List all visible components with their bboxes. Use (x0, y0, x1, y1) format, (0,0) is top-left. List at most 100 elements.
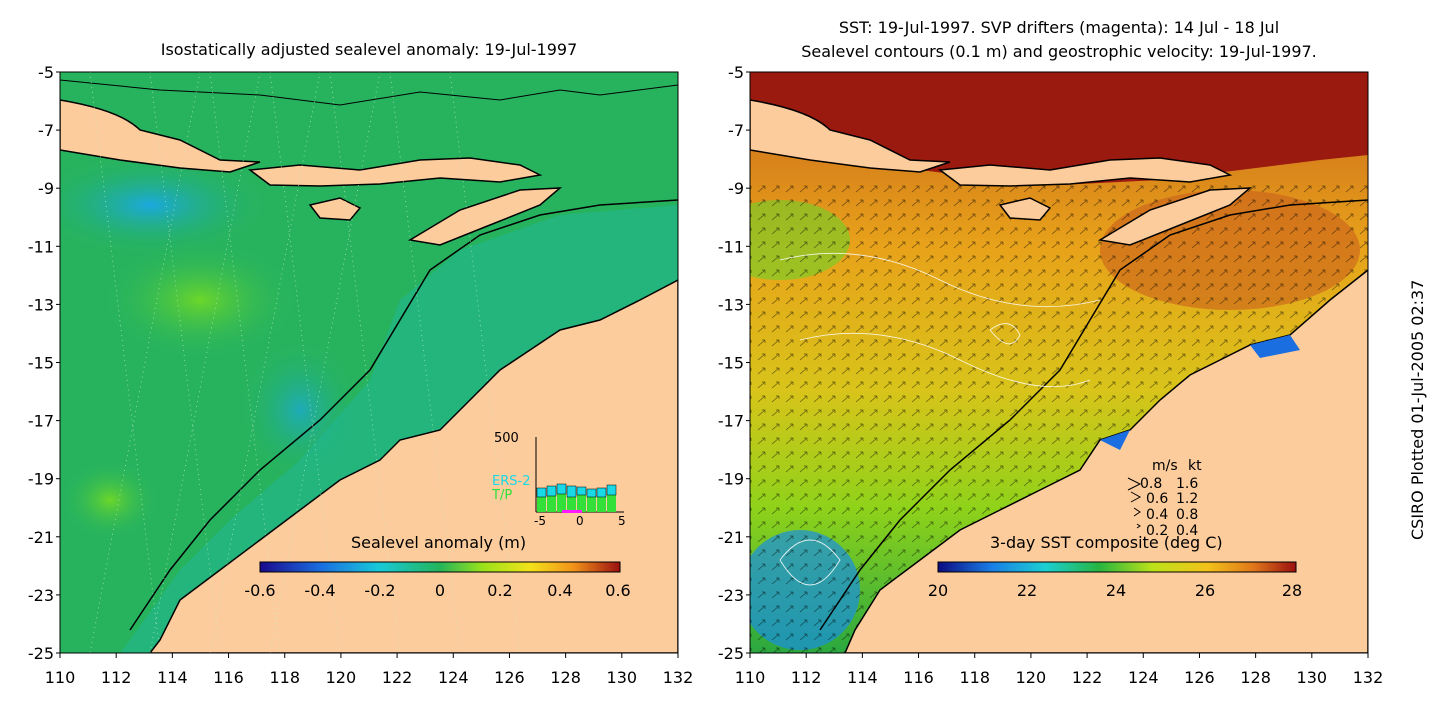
tp-bar (607, 495, 616, 512)
track-count-inset: 500 ERS-2 T/P -5 0 5 (491, 431, 626, 528)
longitude-tick-label: 132 (663, 668, 694, 687)
velocity-key-header-ms: m/s (1152, 458, 1178, 474)
sst-colorbar-tick: 26 (1195, 581, 1215, 600)
longitude-tick-label: 112 (791, 668, 822, 687)
latitude-tick-label: -23 (718, 586, 744, 605)
sla-map-panel (60, 72, 678, 653)
sst-colorbar-tick: 24 (1106, 581, 1126, 600)
flores-sea-coast (60, 72, 678, 106)
sla-low-anomaly-patch (60, 155, 270, 255)
tp-bar (547, 496, 556, 512)
sealevel-contours (779, 252, 1101, 586)
velocity-key-ms: 0.2 (1146, 523, 1168, 539)
latitude-tick-label: -15 (718, 354, 744, 373)
australia-landmass (149, 279, 678, 653)
inset-x-tick: 5 (618, 514, 626, 528)
lesser-sunda-islands (248, 157, 543, 187)
ers2-bar (556, 483, 567, 495)
velocity-key-kt: 0.4 (1176, 523, 1198, 539)
right-map-title-line2: Sealevel contours (0.1 m) and geostrophi… (801, 42, 1317, 61)
java-landmass-sst (750, 99, 951, 173)
inset-tp-label: T/P (491, 488, 512, 503)
longitude-tick-label: 124 (1128, 668, 1159, 687)
ers2-bar (566, 485, 577, 498)
longitude-tick-label: 116 (213, 668, 244, 687)
longitude-tick-label: 120 (1016, 668, 1047, 687)
longitude-tick-label: 118 (959, 668, 990, 687)
plot-credit: CSIRO Plotted 01-Jul-2005 02:37 (1408, 279, 1427, 540)
longitude-tick-label: 130 (1297, 668, 1328, 687)
lesser-sunda-islands-sst (938, 157, 1233, 187)
sla-shelf-contour (129, 199, 678, 631)
latitude-tick-label: -17 (718, 412, 744, 431)
velocity-key-kt: 1.6 (1176, 476, 1198, 492)
latitude-tick-label: -13 (28, 295, 54, 314)
inset-x-tick: -5 (534, 514, 546, 528)
latitude-tick-label: -13 (718, 295, 744, 314)
velocity-key-kt: 1.2 (1176, 491, 1198, 507)
altimeter-track-lines (89, 72, 521, 653)
tp-bar (537, 497, 546, 512)
ers2-bar (536, 487, 547, 498)
sla-colorbar-tick: -0.4 (304, 581, 335, 600)
left-map-title: Isostatically adjusted sealevel anomaly:… (160, 40, 578, 59)
latitude-tick-label: -19 (28, 470, 54, 489)
velocity-key-header-kt: kt (1188, 458, 1202, 474)
inset-x-tick: 0 (576, 514, 584, 528)
sla-colorbar-tick: 0 (435, 581, 445, 600)
ers2-bar (576, 486, 587, 496)
latitude-tick-label: -11 (718, 237, 744, 256)
latitude-tick-label: -5 (38, 63, 54, 82)
longitude-tick-label: 128 (550, 668, 581, 687)
sla-colorbar-tick: -0.6 (244, 581, 275, 600)
longitude-tick-label: 128 (1240, 668, 1271, 687)
sst-colorbar-tick: 20 (928, 581, 948, 600)
sumba-island (308, 197, 362, 221)
longitude-tick-label: 116 (903, 668, 934, 687)
inset-ers2-label: ERS-2 (492, 474, 530, 489)
sst-colorbar-label: 3-day SST composite (deg C) (990, 533, 1223, 552)
latitude-tick-label: -7 (38, 121, 54, 140)
ers2-bar (606, 484, 617, 496)
longitude-tick-label: 126 (1184, 668, 1215, 687)
longitude-tick-label: 130 (607, 668, 638, 687)
latitude-tick-label: -25 (28, 644, 54, 663)
longitude-tick-label: 122 (382, 668, 413, 687)
sla-colorbar-tick: -0.2 (364, 581, 395, 600)
timor-island-sst (1097, 187, 1253, 246)
latitude-tick-label: -9 (728, 179, 744, 198)
latitude-tick-label: -23 (28, 586, 54, 605)
longitude-tick-label: 132 (1353, 668, 1384, 687)
longitude-tick-label: 122 (1072, 668, 1103, 687)
latitude-tick-label: -21 (28, 528, 54, 547)
longitude-tick-label: 114 (847, 668, 878, 687)
velocity-key-ms: 0.6 (1146, 491, 1168, 507)
sst-shelf-contour (819, 199, 1368, 631)
longitude-tick-label: 114 (157, 668, 188, 687)
sla-high-anomaly-patch (100, 240, 300, 360)
latitude-tick-label: -17 (28, 412, 54, 431)
longitude-tick-label: 120 (326, 668, 357, 687)
axes-layer: -5 -7 -9 -11 -13 -15 -17 -19 -21 -23 -25 110 112 114 1… (28, 63, 1383, 687)
velocity-key-kt: 0.8 (1176, 507, 1198, 523)
sst-colorbar-tick: 22 (1017, 581, 1037, 600)
longitude-tick-label: 110 (735, 668, 766, 687)
latitude-tick-label: -19 (718, 470, 744, 489)
sla-colorbar-tick: 0.6 (605, 581, 630, 600)
longitude-tick-label: 110 (45, 668, 76, 687)
timor-island (407, 187, 563, 246)
tp-bar (587, 497, 596, 512)
latitude-tick-label: -21 (718, 528, 744, 547)
latitude-tick-label: -25 (718, 644, 744, 663)
ers2-bar (586, 488, 597, 498)
inset-y-label: 500 (494, 431, 519, 446)
sst-colorbar-tick: 28 (1282, 581, 1302, 600)
sla-high-anomaly-patch (60, 460, 160, 540)
velocity-key-ms: 0.4 (1146, 507, 1168, 523)
longitude-tick-label: 112 (101, 668, 132, 687)
longitude-tick-label: 124 (438, 668, 469, 687)
velocity-key: m/s kt 0.8 1.6 0.6 1.2 0.4 0.8 0.2 0.4 (1127, 458, 1202, 539)
sst-map-panel (750, 72, 1368, 653)
tp-bar (577, 495, 586, 512)
latitude-tick-label: -15 (28, 354, 54, 373)
